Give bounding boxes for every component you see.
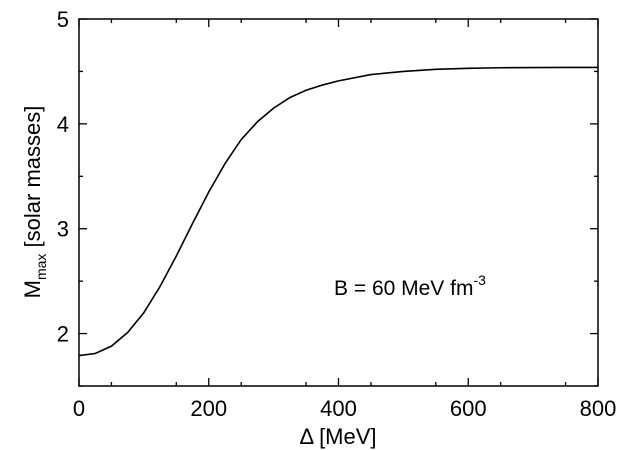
annotation-superscript: -3 — [473, 272, 486, 288]
tick-labels: 0 200 400 600 800 2 3 4 5 — [57, 7, 617, 421]
y-axis-label-rest: [solar masses] — [20, 106, 45, 254]
plot-frame — [78, 18, 599, 387]
y-axis-label: Mmax [solar masses] — [20, 106, 49, 299]
y-tick-label: 5 — [57, 7, 69, 32]
x-axis-label: Δ [MeV] — [299, 424, 376, 449]
x-tick-label: 800 — [580, 396, 617, 421]
ticks — [78, 18, 599, 387]
x-tick-label: 600 — [450, 396, 487, 421]
y-tick-label: 3 — [57, 217, 69, 242]
annotation-text: B = 60 MeV fm — [334, 277, 473, 300]
x-tick-label: 0 — [73, 396, 85, 421]
y-axis-label-sub: max — [33, 254, 49, 280]
annotation: B = 60 MeV fm-3 — [334, 272, 486, 300]
y-axis-label-main: M — [20, 280, 45, 298]
x-tick-label: 200 — [190, 396, 227, 421]
y-tick-label: 4 — [57, 112, 69, 137]
x-tick-label: 400 — [320, 396, 357, 421]
y-tick-label: 2 — [57, 322, 69, 347]
series-line — [78, 66, 598, 357]
